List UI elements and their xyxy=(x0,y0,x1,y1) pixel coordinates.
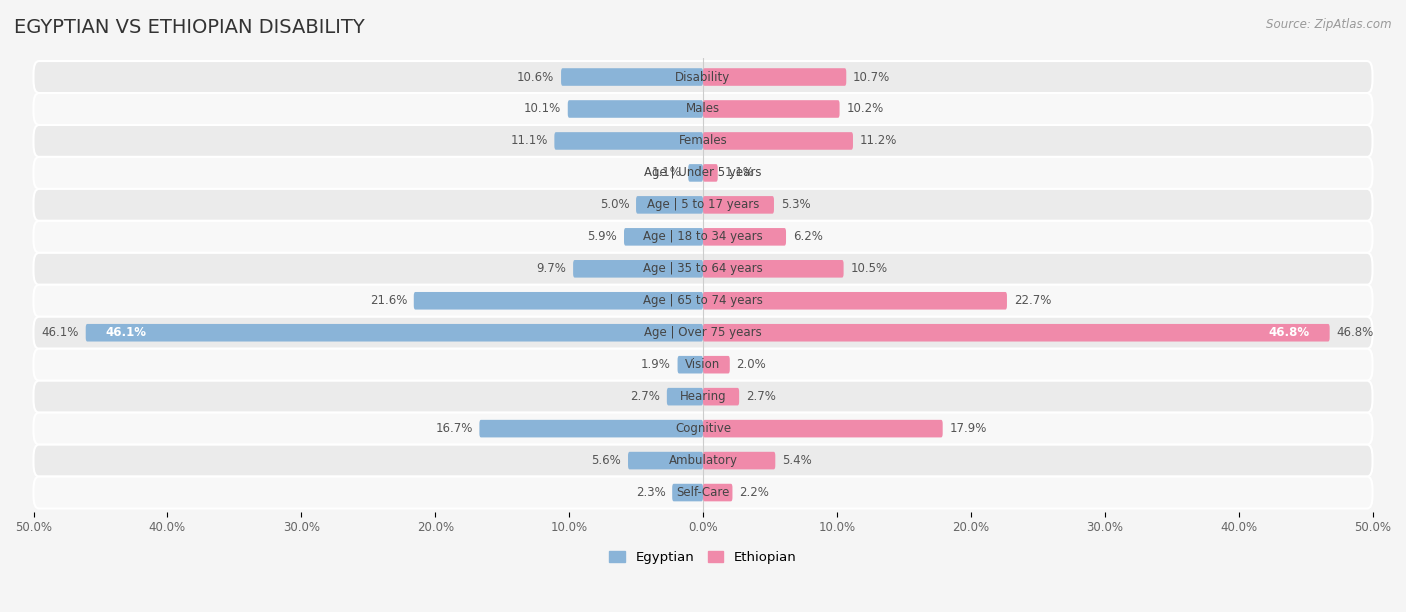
Text: Disability: Disability xyxy=(675,70,731,83)
Text: Self-Care: Self-Care xyxy=(676,486,730,499)
Text: 10.6%: 10.6% xyxy=(517,70,554,83)
Text: 46.8%: 46.8% xyxy=(1336,326,1374,339)
FancyBboxPatch shape xyxy=(636,196,703,214)
Text: Cognitive: Cognitive xyxy=(675,422,731,435)
FancyBboxPatch shape xyxy=(34,317,1372,349)
FancyBboxPatch shape xyxy=(678,356,703,373)
Text: Age | Under 5 years: Age | Under 5 years xyxy=(644,166,762,179)
Text: 5.0%: 5.0% xyxy=(600,198,630,211)
Text: EGYPTIAN VS ETHIOPIAN DISABILITY: EGYPTIAN VS ETHIOPIAN DISABILITY xyxy=(14,18,364,37)
FancyBboxPatch shape xyxy=(703,324,1330,341)
Legend: Egyptian, Ethiopian: Egyptian, Ethiopian xyxy=(609,551,797,564)
Text: 16.7%: 16.7% xyxy=(436,422,472,435)
FancyBboxPatch shape xyxy=(34,381,1372,412)
FancyBboxPatch shape xyxy=(703,420,942,438)
Text: Age | 5 to 17 years: Age | 5 to 17 years xyxy=(647,198,759,211)
FancyBboxPatch shape xyxy=(34,61,1372,93)
FancyBboxPatch shape xyxy=(574,260,703,278)
FancyBboxPatch shape xyxy=(34,253,1372,285)
Text: Age | Over 75 years: Age | Over 75 years xyxy=(644,326,762,339)
Text: 10.2%: 10.2% xyxy=(846,102,883,116)
FancyBboxPatch shape xyxy=(703,100,839,118)
FancyBboxPatch shape xyxy=(34,444,1372,477)
FancyBboxPatch shape xyxy=(34,285,1372,317)
Text: Females: Females xyxy=(679,135,727,147)
FancyBboxPatch shape xyxy=(666,388,703,406)
FancyBboxPatch shape xyxy=(703,388,740,406)
Text: Age | 65 to 74 years: Age | 65 to 74 years xyxy=(643,294,763,307)
FancyBboxPatch shape xyxy=(413,292,703,310)
Text: 1.1%: 1.1% xyxy=(724,166,754,179)
FancyBboxPatch shape xyxy=(703,292,1007,310)
Text: 10.1%: 10.1% xyxy=(524,102,561,116)
FancyBboxPatch shape xyxy=(561,68,703,86)
FancyBboxPatch shape xyxy=(554,132,703,150)
Text: Source: ZipAtlas.com: Source: ZipAtlas.com xyxy=(1267,18,1392,31)
FancyBboxPatch shape xyxy=(703,452,775,469)
Text: Vision: Vision xyxy=(685,358,721,371)
Text: 11.2%: 11.2% xyxy=(859,135,897,147)
FancyBboxPatch shape xyxy=(86,324,703,341)
Text: 46.8%: 46.8% xyxy=(1268,326,1309,339)
FancyBboxPatch shape xyxy=(34,125,1372,157)
FancyBboxPatch shape xyxy=(703,356,730,373)
Text: Males: Males xyxy=(686,102,720,116)
Text: Ambulatory: Ambulatory xyxy=(668,454,738,467)
Text: Age | 18 to 34 years: Age | 18 to 34 years xyxy=(643,230,763,244)
Text: 10.7%: 10.7% xyxy=(853,70,890,83)
FancyBboxPatch shape xyxy=(34,477,1372,509)
Text: 5.6%: 5.6% xyxy=(592,454,621,467)
FancyBboxPatch shape xyxy=(34,157,1372,189)
FancyBboxPatch shape xyxy=(34,189,1372,221)
FancyBboxPatch shape xyxy=(34,93,1372,125)
FancyBboxPatch shape xyxy=(703,196,773,214)
FancyBboxPatch shape xyxy=(479,420,703,438)
Text: 22.7%: 22.7% xyxy=(1014,294,1052,307)
Text: 1.9%: 1.9% xyxy=(641,358,671,371)
Text: 2.7%: 2.7% xyxy=(745,390,776,403)
FancyBboxPatch shape xyxy=(703,260,844,278)
Text: 9.7%: 9.7% xyxy=(537,263,567,275)
Text: 1.1%: 1.1% xyxy=(652,166,682,179)
FancyBboxPatch shape xyxy=(624,228,703,245)
Text: 46.1%: 46.1% xyxy=(105,326,146,339)
Text: 2.3%: 2.3% xyxy=(636,486,665,499)
Text: Hearing: Hearing xyxy=(679,390,727,403)
Text: 5.9%: 5.9% xyxy=(588,230,617,244)
FancyBboxPatch shape xyxy=(628,452,703,469)
Text: 2.0%: 2.0% xyxy=(737,358,766,371)
Text: 46.1%: 46.1% xyxy=(42,326,79,339)
FancyBboxPatch shape xyxy=(703,132,853,150)
Text: 21.6%: 21.6% xyxy=(370,294,408,307)
FancyBboxPatch shape xyxy=(703,164,717,182)
FancyBboxPatch shape xyxy=(34,349,1372,381)
FancyBboxPatch shape xyxy=(703,483,733,501)
FancyBboxPatch shape xyxy=(568,100,703,118)
Text: 5.3%: 5.3% xyxy=(780,198,810,211)
Text: 10.5%: 10.5% xyxy=(851,263,887,275)
Text: 2.2%: 2.2% xyxy=(740,486,769,499)
FancyBboxPatch shape xyxy=(703,68,846,86)
FancyBboxPatch shape xyxy=(703,228,786,245)
FancyBboxPatch shape xyxy=(34,221,1372,253)
Text: 5.4%: 5.4% xyxy=(782,454,811,467)
FancyBboxPatch shape xyxy=(689,164,703,182)
Text: 11.1%: 11.1% xyxy=(510,135,548,147)
FancyBboxPatch shape xyxy=(672,483,703,501)
Text: 2.7%: 2.7% xyxy=(630,390,661,403)
FancyBboxPatch shape xyxy=(34,412,1372,444)
Text: Age | 35 to 64 years: Age | 35 to 64 years xyxy=(643,263,763,275)
Text: 6.2%: 6.2% xyxy=(793,230,823,244)
Text: 17.9%: 17.9% xyxy=(949,422,987,435)
